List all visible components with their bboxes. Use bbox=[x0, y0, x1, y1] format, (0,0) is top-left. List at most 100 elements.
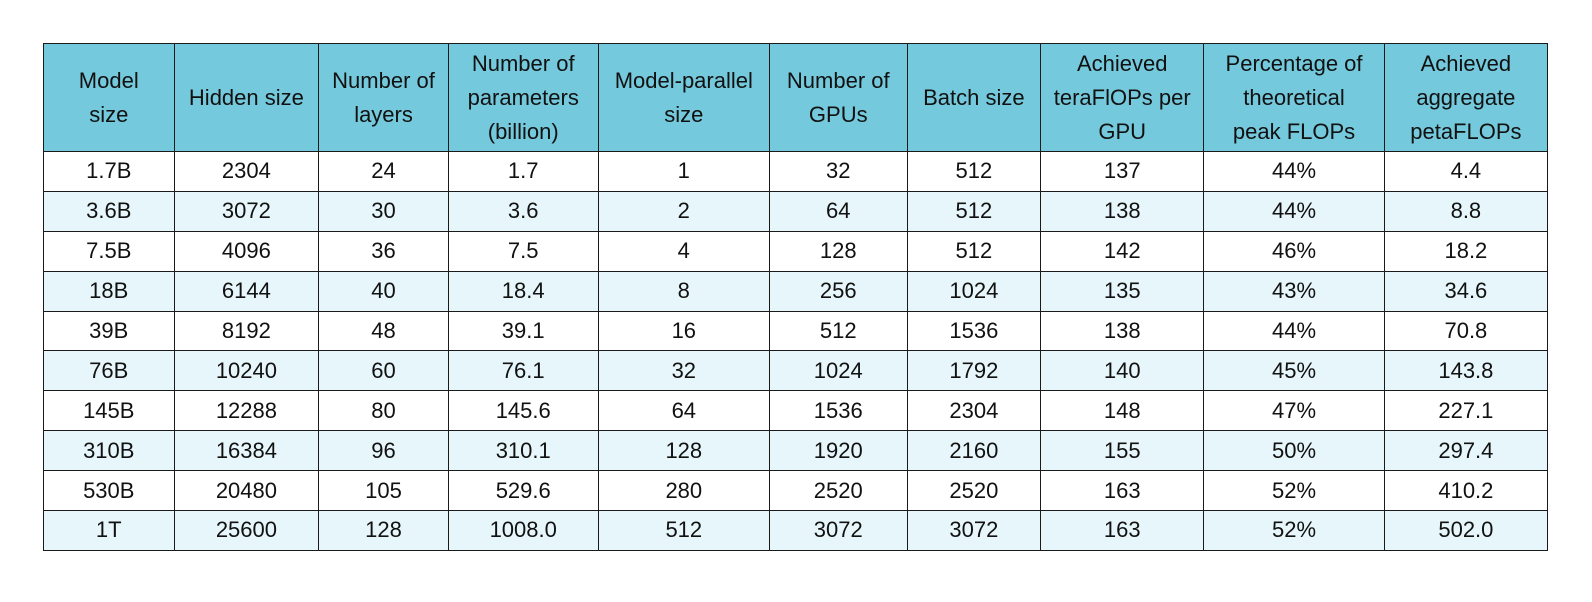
table-cell: 2160 bbox=[906, 430, 1042, 472]
table-cell: 47% bbox=[1203, 390, 1385, 432]
table-cell: 46% bbox=[1203, 230, 1385, 272]
table-row: 18B 6144 40 18.4 8 256 1024 135 43% 34.6 bbox=[43, 270, 1549, 312]
table-cell: 8 bbox=[597, 270, 770, 312]
header-hidden-size: Hidden size bbox=[173, 43, 320, 152]
table-cell: 140 bbox=[1040, 350, 1205, 392]
table-cell: 44% bbox=[1203, 190, 1385, 232]
header-number-of-gpus: Number of GPUs bbox=[768, 43, 908, 152]
table-cell: 34.6 bbox=[1383, 270, 1549, 312]
table-cell: 70.8 bbox=[1383, 310, 1549, 352]
table-cell: 1 bbox=[597, 151, 770, 192]
table-cell: 310.1 bbox=[447, 430, 599, 472]
table-cell: 4 bbox=[597, 230, 770, 272]
table-cell: 145.6 bbox=[447, 390, 599, 432]
table-row: 145B 12288 80 145.6 64 1536 2304 148 47% 227.1 bbox=[43, 390, 1549, 432]
table-cell: 135 bbox=[1040, 270, 1205, 312]
table-cell: 512 bbox=[768, 310, 908, 352]
table-row: 1T 25600 128 1008.0 512 3072 3072 163 52% 502.0 bbox=[43, 510, 1549, 551]
table-cell: 1024 bbox=[768, 350, 908, 392]
table-cell: 2520 bbox=[768, 470, 908, 512]
performance-table: Model size Hidden size Number of layers … bbox=[43, 43, 1549, 551]
table-cell: 96 bbox=[318, 430, 449, 472]
table-row: 3.6B 3072 30 3.6 2 64 512 138 44% 8.8 bbox=[43, 190, 1549, 232]
table-cell: 1024 bbox=[906, 270, 1042, 312]
table-row: 7.5B 4096 36 7.5 4 128 512 142 46% 18.2 bbox=[43, 230, 1549, 272]
table-cell: 44% bbox=[1203, 310, 1385, 352]
table-cell: 36 bbox=[318, 230, 449, 272]
table-cell: 512 bbox=[906, 230, 1042, 272]
table-cell: 25600 bbox=[173, 510, 320, 551]
header-row: Model size Hidden size Number of layers … bbox=[43, 43, 1549, 152]
table-cell: 529.6 bbox=[447, 470, 599, 512]
table-row: 310B 16384 96 310.1 128 1920 2160 155 50% 297.4 bbox=[43, 430, 1549, 472]
header-model-parallel-size: Model-parallel size bbox=[597, 43, 770, 152]
table-cell: 52% bbox=[1203, 510, 1385, 551]
table-cell: 76B bbox=[43, 350, 175, 392]
table-cell: 18.2 bbox=[1383, 230, 1549, 272]
header-aggregate-petaflops: Achieved aggregate petaFLOPs bbox=[1383, 43, 1549, 152]
table-cell: 2 bbox=[597, 190, 770, 232]
table-cell: 138 bbox=[1040, 310, 1205, 352]
table-cell: 44% bbox=[1203, 151, 1385, 192]
table-cell: 30 bbox=[318, 190, 449, 232]
table-row: 1.7B 2304 24 1.7 1 32 512 137 44% 4.4 bbox=[43, 151, 1549, 192]
table-cell: 105 bbox=[318, 470, 449, 512]
table-cell: 20480 bbox=[173, 470, 320, 512]
table-cell: 128 bbox=[318, 510, 449, 551]
table-cell: 2520 bbox=[906, 470, 1042, 512]
table-cell: 43% bbox=[1203, 270, 1385, 312]
table-cell: 6144 bbox=[173, 270, 320, 312]
table-cell: 2304 bbox=[906, 390, 1042, 432]
table-cell: 3.6B bbox=[43, 190, 175, 232]
table-cell: 227.1 bbox=[1383, 390, 1549, 432]
table-cell: 40 bbox=[318, 270, 449, 312]
table-cell: 1.7B bbox=[43, 151, 175, 192]
table-cell: 148 bbox=[1040, 390, 1205, 432]
table-cell: 7.5 bbox=[447, 230, 599, 272]
table-cell: 1536 bbox=[906, 310, 1042, 352]
table-cell: 128 bbox=[597, 430, 770, 472]
table-cell: 52% bbox=[1203, 470, 1385, 512]
table-cell: 16384 bbox=[173, 430, 320, 472]
table-cell: 512 bbox=[906, 151, 1042, 192]
table-row: 39B 8192 48 39.1 16 512 1536 138 44% 70.8 bbox=[43, 310, 1549, 352]
table-cell: 32 bbox=[768, 151, 908, 192]
table-cell: 4.4 bbox=[1383, 151, 1549, 192]
table-cell: 64 bbox=[768, 190, 908, 232]
table-cell: 1T bbox=[43, 510, 175, 551]
table-cell: 155 bbox=[1040, 430, 1205, 472]
table-cell: 12288 bbox=[173, 390, 320, 432]
header-percentage-peak-flops: Percentage of theoretical peak FLOPs bbox=[1203, 43, 1385, 152]
table-cell: 128 bbox=[768, 230, 908, 272]
table-row: 76B 10240 60 76.1 32 1024 1792 140 45% 143.8 bbox=[43, 350, 1549, 392]
table-cell: 4096 bbox=[173, 230, 320, 272]
table-cell: 512 bbox=[906, 190, 1042, 232]
table-cell: 18.4 bbox=[447, 270, 599, 312]
table-cell: 1008.0 bbox=[447, 510, 599, 551]
table-cell: 280 bbox=[597, 470, 770, 512]
table-cell: 50% bbox=[1203, 430, 1385, 472]
table-cell: 3072 bbox=[173, 190, 320, 232]
table-cell: 45% bbox=[1203, 350, 1385, 392]
table-cell: 7.5B bbox=[43, 230, 175, 272]
table-cell: 530B bbox=[43, 470, 175, 512]
header-batch-size: Batch size bbox=[906, 43, 1042, 152]
table-cell: 3072 bbox=[906, 510, 1042, 551]
table-cell: 60 bbox=[318, 350, 449, 392]
table-cell: 138 bbox=[1040, 190, 1205, 232]
table-cell: 8192 bbox=[173, 310, 320, 352]
table-cell: 142 bbox=[1040, 230, 1205, 272]
table-cell: 3072 bbox=[768, 510, 908, 551]
table-cell: 39B bbox=[43, 310, 175, 352]
table-cell: 10240 bbox=[173, 350, 320, 392]
table-cell: 410.2 bbox=[1383, 470, 1549, 512]
table-cell: 18B bbox=[43, 270, 175, 312]
header-model-size: Model size bbox=[43, 43, 175, 152]
table-cell: 76.1 bbox=[447, 350, 599, 392]
table-cell: 1.7 bbox=[447, 151, 599, 192]
table-cell: 512 bbox=[597, 510, 770, 551]
table-cell: 32 bbox=[597, 350, 770, 392]
table-cell: 143.8 bbox=[1383, 350, 1549, 392]
table-cell: 256 bbox=[768, 270, 908, 312]
table-cell: 310B bbox=[43, 430, 175, 472]
